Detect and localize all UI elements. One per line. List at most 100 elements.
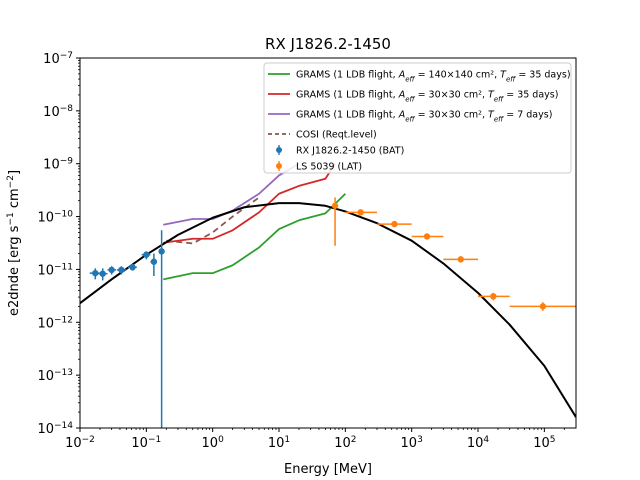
point-group-1 — [331, 197, 576, 311]
y-tick-label: 10−11 — [37, 262, 73, 278]
legend-text: = 35 days) — [503, 90, 558, 101]
x-tick-base: 10 — [334, 436, 351, 451]
y-tick-base: 10 — [37, 211, 54, 226]
x-tick-label: 103 — [401, 435, 423, 451]
x-tick-label: 102 — [334, 435, 356, 451]
data-point — [423, 233, 431, 240]
plot-area — [80, 162, 576, 428]
data-point — [129, 264, 136, 271]
y-tick-base: 10 — [43, 105, 60, 120]
legend-math: T — [500, 70, 507, 81]
legend-marker-0 — [276, 147, 282, 153]
legend-text: = 35 days) — [515, 70, 570, 81]
y-tick-base: 10 — [43, 158, 60, 173]
y-tick-base: 10 — [37, 422, 54, 437]
plot-frame — [79, 57, 577, 429]
x-tick-label: 105 — [533, 435, 555, 451]
x-tick-exp: 4 — [483, 435, 489, 445]
x-tick-exp: 0 — [218, 435, 224, 445]
x-tick-exp: −1 — [148, 435, 161, 445]
legend-sub: eff — [506, 76, 516, 84]
x-tick-base: 10 — [202, 436, 219, 451]
y-tick-label: 10−7 — [43, 51, 73, 67]
legend-text: COSI (Reqt.level) — [296, 130, 377, 141]
x-tick-label: 10−2 — [65, 435, 95, 451]
legend-sub: eff — [405, 116, 415, 124]
legend-math: A — [398, 110, 406, 121]
y-axis-label-exp1: −1 — [6, 212, 16, 225]
legend-label-0: GRAMS (1 LDB flight, Aeff = 140×140 cm²,… — [296, 70, 571, 84]
y-tick-exp: −12 — [54, 315, 73, 325]
x-tick-base: 10 — [467, 436, 484, 451]
y-tick-label: 10−8 — [43, 104, 73, 120]
y-tick-base: 10 — [37, 316, 54, 331]
legend-box — [263, 62, 572, 174]
legend-sub: eff — [405, 96, 415, 104]
point-group-0 — [89, 230, 165, 428]
data-point — [143, 251, 150, 258]
y-tick-exp: −11 — [54, 262, 73, 272]
y-tick-label: 10−12 — [37, 315, 73, 331]
legend-text: = 30×30 cm², — [415, 110, 488, 121]
data-point — [357, 209, 364, 216]
y-tick-exp: −9 — [60, 157, 74, 167]
legend-text: GRAMS (1 LDB flight, — [296, 90, 399, 101]
x-tick-base: 10 — [533, 436, 550, 451]
y-axis-label: e2dnde [erg s−1 cm−2] — [6, 170, 22, 316]
x-tick-label: 104 — [467, 435, 490, 451]
data-point — [118, 266, 125, 274]
data-point — [457, 256, 464, 263]
y-tick-exp: −8 — [60, 104, 74, 114]
series-line-0 — [163, 193, 346, 281]
y-axis-label-end: ] — [7, 170, 22, 175]
legend-math: A — [398, 90, 406, 101]
data-point — [150, 258, 158, 265]
y-axis-label-main: e2dnde [erg s — [7, 225, 22, 316]
y-tick-base: 10 — [37, 263, 54, 278]
x-tick-label: 101 — [268, 435, 290, 451]
legend-marker-1 — [276, 163, 282, 169]
y-tick-label: 10−9 — [43, 157, 73, 173]
legend-math: T — [488, 90, 495, 101]
x-tick-base: 10 — [65, 436, 82, 451]
y-tick-exp: −14 — [54, 421, 73, 431]
legend-label-2: GRAMS (1 LDB flight, Aeff = 30×30 cm², T… — [296, 110, 552, 124]
data-point — [539, 303, 547, 310]
data-point — [92, 269, 99, 277]
legend-label-3: COSI (Reqt.level) — [296, 130, 377, 141]
chart-title: RX J1826.2-1450 — [265, 35, 391, 53]
x-tick-exp: 5 — [550, 435, 556, 445]
y-axis-label-mid: cm — [7, 188, 22, 212]
x-tick-exp: 1 — [284, 435, 290, 445]
x-axis: 10−2 10−1 100 101 102 103 104 105 — [65, 428, 565, 451]
data-point — [331, 202, 339, 209]
data-point — [158, 248, 165, 255]
legend-sub: eff — [405, 76, 415, 84]
x-tick-base: 10 — [268, 436, 285, 451]
legend-text: = 30×30 cm², — [415, 90, 488, 101]
x-tick-exp: −2 — [82, 435, 95, 445]
x-tick-exp: 2 — [351, 435, 357, 445]
x-axis-label: Energy [MeV] — [284, 462, 372, 477]
legend-text: GRAMS (1 LDB flight, — [296, 70, 399, 81]
series-line-3 — [166, 196, 260, 245]
legend-text: GRAMS (1 LDB flight, — [296, 110, 399, 121]
legend-math: A — [398, 70, 406, 81]
x-tick-base: 10 — [131, 436, 148, 451]
legend-sub: eff — [494, 96, 504, 104]
y-tick-exp: −7 — [60, 51, 73, 61]
y-tick-exp: −10 — [54, 210, 73, 220]
legend-entries: GRAMS (1 LDB flight, Aeff = 140×140 cm²,… — [268, 70, 571, 173]
legend-text: = 140×140 cm², — [415, 70, 501, 81]
legend-label-point-0: RX J1826.2-1450 (BAT) — [296, 146, 404, 157]
y-tick-exp: −13 — [54, 368, 73, 378]
data-point — [490, 293, 497, 300]
y-tick-label: 10−14 — [37, 421, 73, 437]
data-point — [391, 220, 398, 228]
legend-text: = 7 days) — [503, 110, 552, 121]
legend-label-1: GRAMS (1 LDB flight, Aeff = 30×30 cm², T… — [296, 90, 558, 104]
legend-label-point-1: LS 5039 (LAT) — [296, 162, 362, 173]
x-tick-label: 10−1 — [131, 435, 161, 451]
